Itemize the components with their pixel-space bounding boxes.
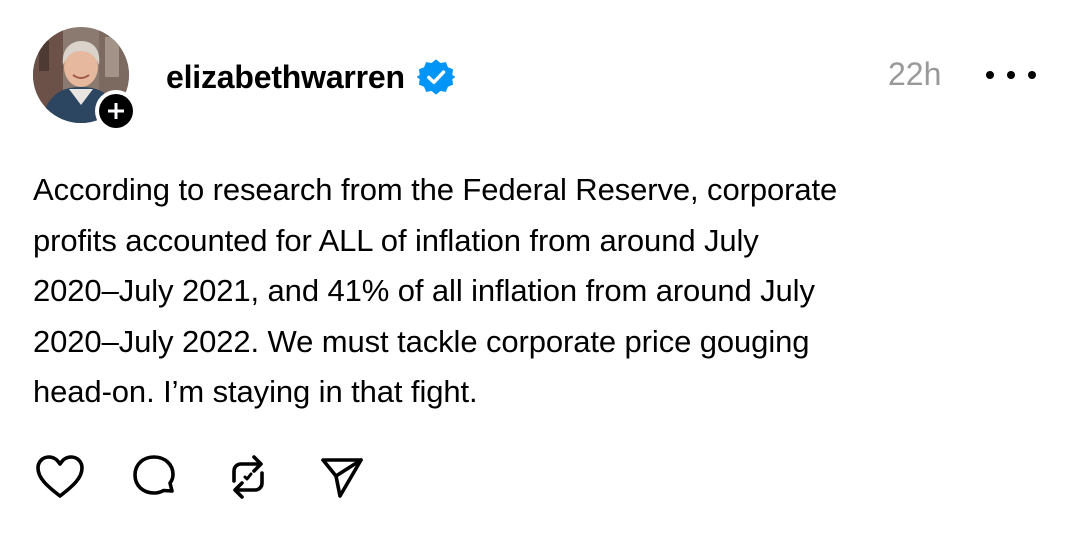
heart-icon bbox=[36, 455, 84, 498]
author-row: elizabethwarren bbox=[166, 54, 456, 100]
username[interactable]: elizabethwarren bbox=[166, 58, 405, 95]
more-horizontal-icon bbox=[986, 71, 994, 79]
more-dot bbox=[1028, 71, 1036, 79]
follow-button[interactable] bbox=[95, 90, 137, 132]
more-dot bbox=[1007, 71, 1015, 79]
more-options-button[interactable] bbox=[986, 60, 1036, 90]
share-button[interactable] bbox=[315, 450, 369, 504]
verified-badge-icon bbox=[416, 58, 456, 96]
comment-icon bbox=[133, 455, 175, 495]
reply-button[interactable] bbox=[127, 450, 181, 504]
like-button[interactable] bbox=[33, 450, 87, 504]
repost-icon bbox=[232, 455, 264, 499]
plus-icon bbox=[99, 94, 133, 128]
post-body-text: According to research from the Federal R… bbox=[33, 172, 838, 409]
post-actions bbox=[33, 450, 409, 504]
repost-button[interactable] bbox=[221, 450, 275, 504]
post-timestamp: 22h bbox=[888, 56, 942, 92]
avatar-container[interactable] bbox=[33, 27, 137, 132]
send-icon bbox=[321, 458, 363, 498]
